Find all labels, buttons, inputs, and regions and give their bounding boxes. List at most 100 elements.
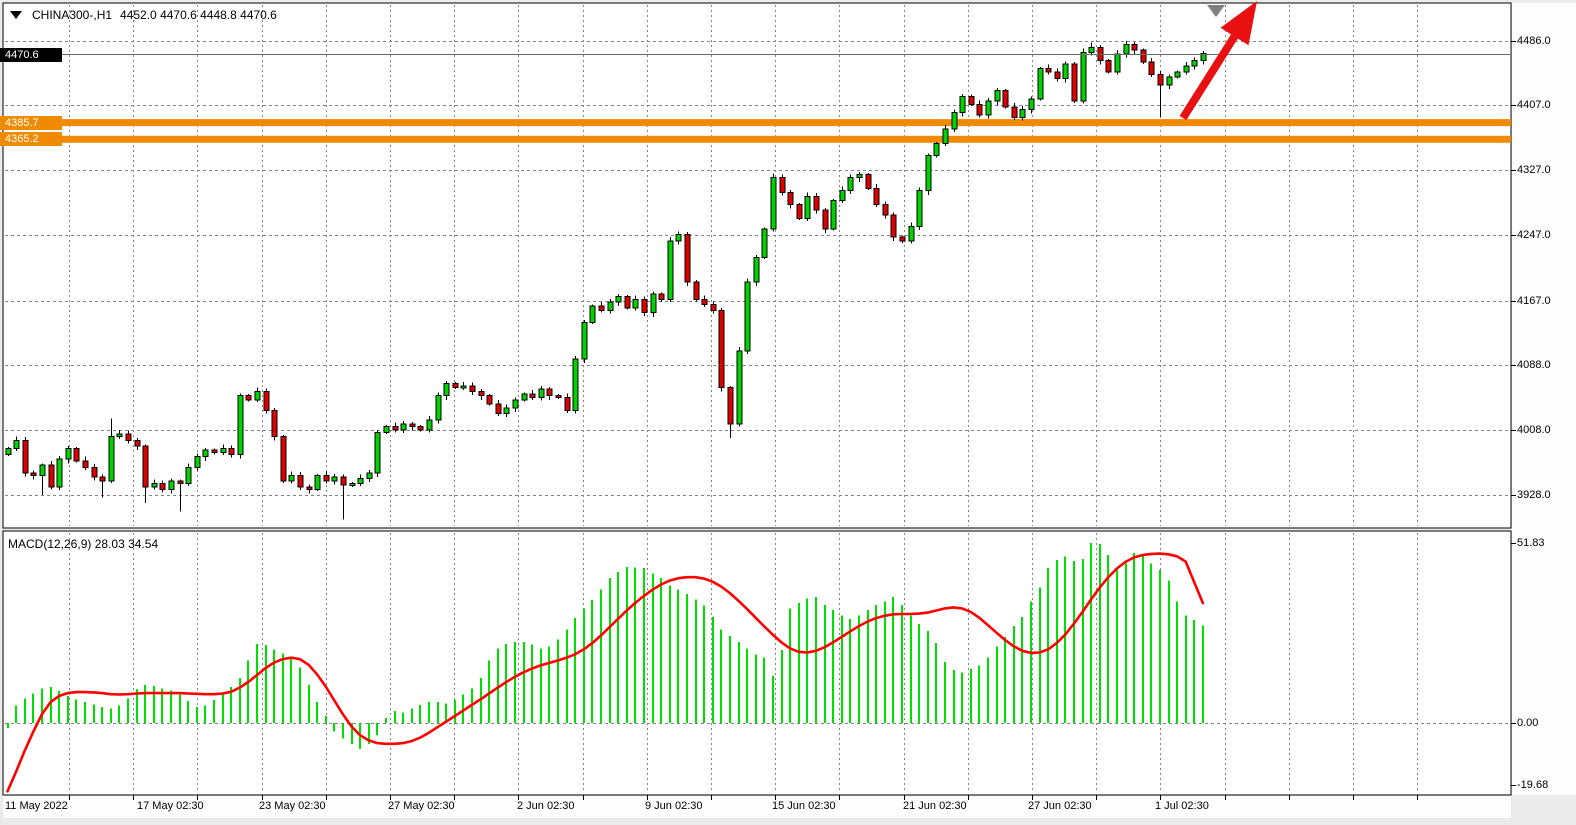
candle-bullish bbox=[1062, 63, 1069, 79]
macd-histogram-bar bbox=[308, 684, 310, 723]
candle-bullish bbox=[349, 483, 356, 487]
macd-histogram-bar bbox=[75, 699, 77, 723]
candle-bullish bbox=[194, 456, 201, 468]
candle-bearish bbox=[865, 173, 872, 189]
macd-indicator-label: MACD(12,26,9) 28.03 34.54 bbox=[8, 537, 158, 551]
candle-bearish bbox=[486, 395, 493, 405]
candle-bearish bbox=[727, 387, 734, 425]
chart-title: CHINA300-,H1 4452.0 4470.6 4448.8 4470.6 bbox=[10, 8, 277, 22]
macd-histogram-bar bbox=[626, 566, 628, 723]
time-axis-label: 17 May 02:30 bbox=[137, 800, 204, 812]
candle-bearish bbox=[822, 209, 829, 230]
candle-bullish bbox=[856, 173, 863, 179]
macd-histogram-bar bbox=[875, 604, 877, 723]
macd-histogram-bar bbox=[944, 662, 946, 723]
macd-histogram-bar bbox=[978, 665, 980, 723]
time-axis-label: 2 Jun 02:30 bbox=[517, 800, 575, 812]
candle-bearish bbox=[899, 236, 906, 242]
macd-histogram-bar bbox=[428, 702, 430, 723]
candle-bullish bbox=[521, 393, 528, 401]
candle-bearish bbox=[392, 426, 399, 431]
macd-histogram-bar bbox=[858, 615, 860, 723]
candle-bullish bbox=[1174, 71, 1181, 78]
macd-histogram-bar bbox=[497, 648, 499, 723]
candle-bearish bbox=[968, 95, 975, 105]
support-band-line[interactable] bbox=[3, 135, 1511, 143]
collapse-ohlc-icon[interactable] bbox=[10, 11, 22, 19]
candle-bearish bbox=[469, 385, 476, 393]
price-axis-strip[interactable] bbox=[1512, 3, 1576, 795]
macd-histogram-bar bbox=[970, 669, 972, 723]
candle-bearish bbox=[624, 295, 631, 309]
candle-bullish bbox=[632, 299, 639, 309]
candle-bearish bbox=[177, 480, 184, 485]
trend-arrow-head[interactable] bbox=[1220, 1, 1258, 46]
macd-axis-label: 0.00 bbox=[1517, 716, 1539, 729]
macd-histogram-bar bbox=[1099, 544, 1101, 723]
macd-values: 28.03 34.54 bbox=[94, 537, 159, 551]
time-axis-label: 21 Jun 02:30 bbox=[903, 800, 967, 812]
macd-histogram-bar bbox=[1125, 563, 1127, 723]
candle-bullish bbox=[847, 177, 854, 192]
macd-histogram-bar bbox=[609, 578, 611, 723]
macd-histogram-bar bbox=[50, 687, 52, 723]
candle-bearish bbox=[813, 195, 820, 211]
macd-histogram-bar bbox=[996, 646, 998, 723]
candle-bullish bbox=[1114, 53, 1121, 73]
candle-bearish bbox=[710, 304, 717, 311]
candle-bullish bbox=[667, 240, 674, 301]
trend-arrow-shaft[interactable] bbox=[1179, 31, 1240, 121]
macd-histogram-bar bbox=[136, 688, 138, 723]
macd-histogram-bar bbox=[1133, 552, 1135, 723]
macd-histogram-bar bbox=[677, 589, 679, 723]
candle-bullish bbox=[288, 474, 295, 482]
macd-histogram-bar bbox=[265, 645, 267, 723]
macd-histogram-bar bbox=[703, 605, 705, 723]
candle-bullish bbox=[951, 112, 958, 130]
candle-bearish bbox=[306, 486, 313, 490]
macd-histogram-bar bbox=[617, 571, 619, 723]
candle-bullish bbox=[374, 431, 381, 474]
candle-bearish bbox=[779, 177, 786, 193]
macd-histogram-bar bbox=[204, 705, 206, 723]
candle-bearish bbox=[142, 445, 149, 488]
macd-histogram-bar bbox=[867, 610, 869, 723]
macd-histogram-bar bbox=[454, 700, 456, 723]
candle-bearish bbox=[1045, 68, 1052, 73]
candle-bearish bbox=[73, 448, 80, 462]
macd-histogram-bar bbox=[1004, 636, 1006, 723]
candle-bearish bbox=[555, 395, 562, 399]
macd-histogram-bar bbox=[179, 694, 181, 723]
time-axis-strip[interactable] bbox=[3, 796, 1511, 818]
macd-histogram-bar bbox=[660, 578, 662, 723]
candle-bullish bbox=[761, 228, 768, 258]
candle-bullish bbox=[202, 449, 209, 458]
candle-bullish bbox=[426, 419, 433, 431]
candle-bullish bbox=[650, 293, 657, 314]
macd-histogram-bar bbox=[841, 615, 843, 723]
macd-histogram-bar bbox=[935, 643, 937, 723]
macd-histogram-bar bbox=[1073, 561, 1075, 723]
macd-histogram-bar bbox=[58, 691, 60, 723]
macd-histogram-bar bbox=[24, 698, 26, 723]
macd-histogram-bar bbox=[634, 567, 636, 723]
candle-bullish bbox=[1080, 51, 1087, 102]
candle-bearish bbox=[1011, 106, 1018, 118]
candle-bullish bbox=[942, 128, 949, 145]
price-axis-label: 4407.0 bbox=[1517, 98, 1551, 111]
candle-bullish bbox=[607, 301, 614, 311]
macd-histogram-bar bbox=[299, 667, 301, 723]
support-band-line[interactable] bbox=[3, 119, 1511, 127]
macd-histogram-bar bbox=[1185, 615, 1187, 723]
macd-histogram-bar bbox=[7, 723, 9, 729]
candle-bullish bbox=[804, 195, 811, 219]
macd-histogram-bar bbox=[170, 690, 172, 723]
macd-histogram-bar bbox=[566, 629, 568, 723]
price-axis-label: 4247.0 bbox=[1517, 228, 1551, 241]
candle-bullish bbox=[56, 458, 63, 488]
price-axis-label: 4486.0 bbox=[1517, 34, 1551, 47]
candle-bearish bbox=[82, 460, 89, 468]
ohlc-readout: 4452.0 4470.6 4448.8 4470.6 bbox=[120, 8, 277, 22]
candle-bearish bbox=[684, 234, 691, 283]
